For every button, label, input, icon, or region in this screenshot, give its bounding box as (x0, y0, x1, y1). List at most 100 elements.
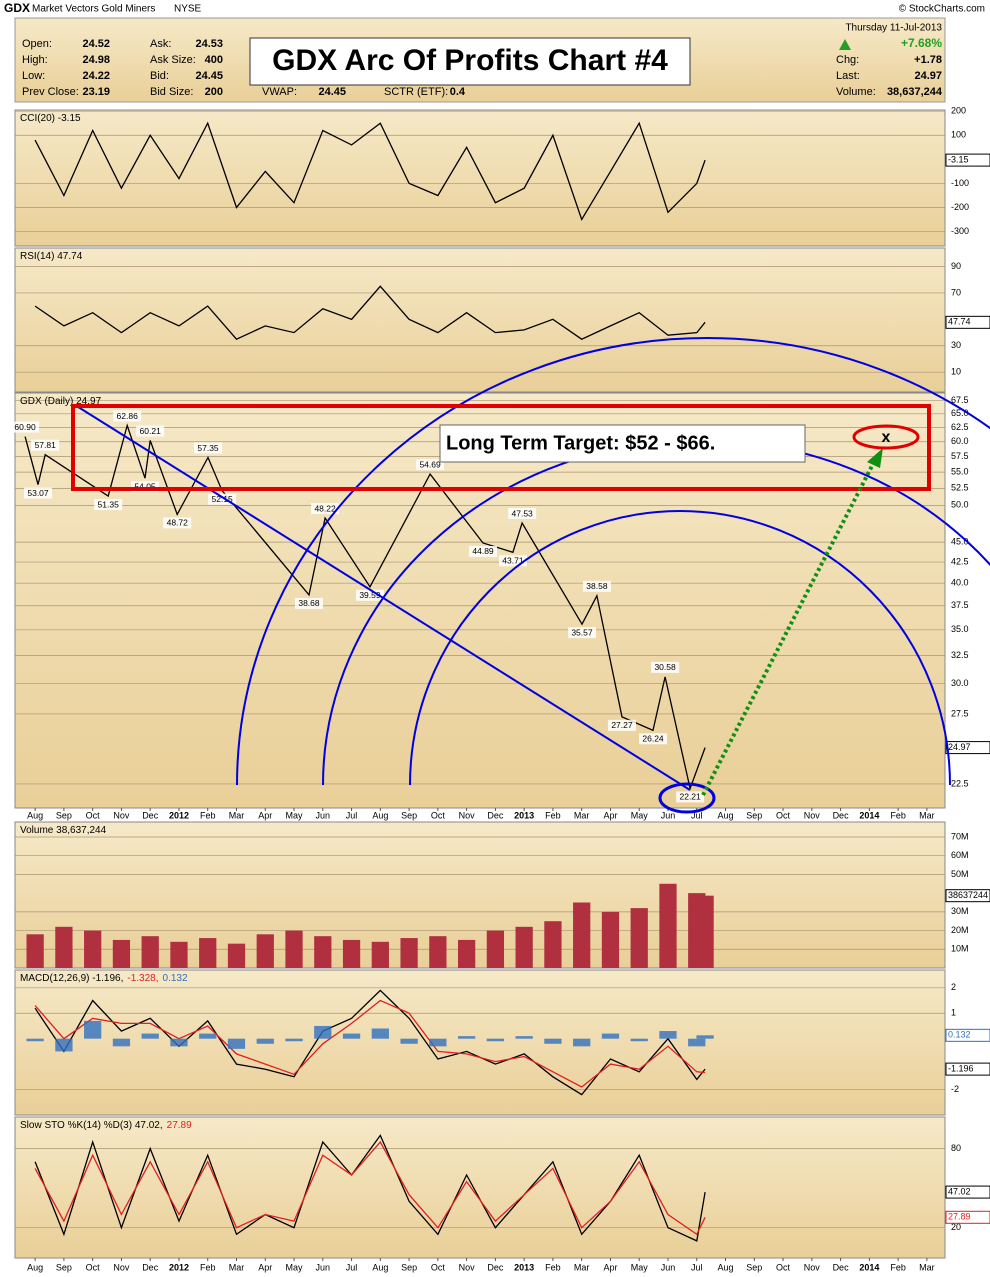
histogram-bar (141, 1033, 159, 1039)
volume-bar (55, 926, 73, 968)
value-tag (945, 1185, 990, 1199)
point-label: 51.35 (98, 499, 120, 509)
histogram-bar (659, 1031, 677, 1039)
panel-title: MACD(12,26,9) -1.196, -1.328, 0.132 (20, 973, 188, 984)
x-tick-label: May (631, 810, 649, 820)
y-tick-label: -300 (951, 226, 969, 236)
x-tick-label: Oct (86, 810, 101, 820)
x-tick-label: Jul (346, 1262, 358, 1272)
x-tick-label: Nov (804, 810, 821, 820)
y-tick-label: 62.5 (951, 422, 969, 432)
x-tick-label: Feb (200, 810, 216, 820)
stat-label: Volume: (836, 86, 876, 98)
y-tick-label: 200 (951, 106, 966, 116)
point-label-bg (24, 487, 53, 499)
x-tick-label: Nov (113, 810, 130, 820)
source: © StockCharts.com (899, 4, 985, 15)
title-part: CCI(20) -3.15 (20, 113, 81, 124)
histogram-bar (199, 1033, 217, 1039)
stat-label: Last: (836, 70, 860, 82)
title-part: -1.328, (127, 973, 158, 984)
x-tick-label: Aug (372, 810, 388, 820)
x-tick-label: Aug (372, 1262, 388, 1272)
point-label: 57.81 (35, 440, 57, 450)
y-tick-label: 30 (951, 340, 961, 350)
histogram-bar (342, 1033, 361, 1039)
panel (14, 969, 946, 1116)
y-tick-label: -200 (951, 202, 969, 212)
x-tick-label: Sep (401, 1262, 417, 1272)
histogram-bar (486, 1038, 505, 1042)
panel-title: Volume 38,637,244 (20, 825, 107, 836)
stat-value: 38,637,244 (887, 86, 943, 98)
volume-bar (486, 930, 505, 968)
volume-bar (659, 883, 677, 968)
title-part: 27.89 (167, 1120, 192, 1131)
point-label: 52.15 (211, 494, 233, 504)
volume-bar (84, 930, 102, 968)
title-part: Slow STO %K(14) %D(3) 47.02, (20, 1120, 163, 1131)
title-part: MACD(12,26,9) -1.196, (20, 973, 123, 984)
x-tick-label: May (286, 1262, 304, 1272)
ticker: GDX (4, 1, 30, 15)
stat-value: 24.53 (195, 38, 223, 50)
y-tick-label: 27.5 (951, 708, 969, 718)
date: Thursday 11-Jul-2013 (845, 23, 942, 34)
stat-label: Bid: (150, 70, 169, 82)
stat-value: 24.98 (82, 54, 110, 66)
point-label: 39.59 (359, 590, 381, 600)
stat-value: 200 (205, 86, 223, 98)
series-line (34, 121, 706, 222)
y-tick-label: 60M (951, 850, 969, 860)
histogram-bar (457, 1036, 476, 1039)
x-tick-label: Apr (258, 810, 272, 820)
histogram-bar (573, 1038, 591, 1047)
point-label: 53.07 (27, 488, 49, 498)
volume-bar (314, 936, 332, 968)
x-tick-label: Dec (142, 1262, 159, 1272)
x-tick-label: Feb (545, 810, 561, 820)
stat-value: 24.22 (82, 70, 110, 82)
point-label: 60.21 (140, 426, 162, 436)
stat-label: Prev Close: (22, 86, 79, 98)
y-tick-label: 100 (951, 130, 966, 140)
stat-label: Open: (22, 38, 52, 50)
panel (14, 109, 946, 247)
point-label: 43.71 (502, 556, 524, 566)
volume-bar (630, 908, 648, 968)
y-tick-label: 22.5 (951, 778, 969, 788)
up-arrow (839, 39, 851, 50)
y-tick-label: 65.0 (951, 408, 969, 418)
x-tick-label: Apr (258, 1262, 272, 1272)
stat-value: 0.4 (450, 86, 466, 98)
x-tick-label: Feb (890, 810, 906, 820)
histogram-bar (285, 1038, 303, 1042)
x-tick-label: Mar (229, 1262, 245, 1272)
panel-title: RSI(14) 47.74 (20, 251, 83, 262)
point-label: 30.58 (654, 662, 676, 672)
point-label: 60.90 (14, 422, 36, 432)
stat-label: Chg: (836, 54, 859, 66)
x-tick-label: Apr (603, 1262, 617, 1272)
y-tick-label: 30.0 (951, 678, 969, 688)
volume-bar (112, 939, 131, 968)
volume-bar (199, 938, 217, 968)
value-tag (945, 1062, 990, 1076)
y-tick-label: 10 (951, 367, 961, 377)
x-tick-label: Dec (487, 1262, 504, 1272)
point-label: 47.53 (512, 508, 534, 518)
stat-label: High: (22, 54, 48, 66)
x-tick-label: Feb (200, 1262, 216, 1272)
y-tick-label: 67.5 (951, 395, 969, 405)
y-tick-label: 45.0 (951, 536, 969, 546)
histogram-bar (112, 1038, 131, 1047)
stat-label: Ask Size: (150, 54, 196, 66)
value-tag-label: 38637244 (948, 890, 988, 900)
histogram-bar (256, 1038, 274, 1044)
y-tick-label: 55.0 (951, 466, 969, 476)
point-label: 27.27 (611, 720, 633, 730)
y-tick-label: 20M (951, 925, 969, 935)
point-label: 38.58 (586, 581, 608, 591)
stat-label: SCTR (ETF): (384, 86, 448, 98)
